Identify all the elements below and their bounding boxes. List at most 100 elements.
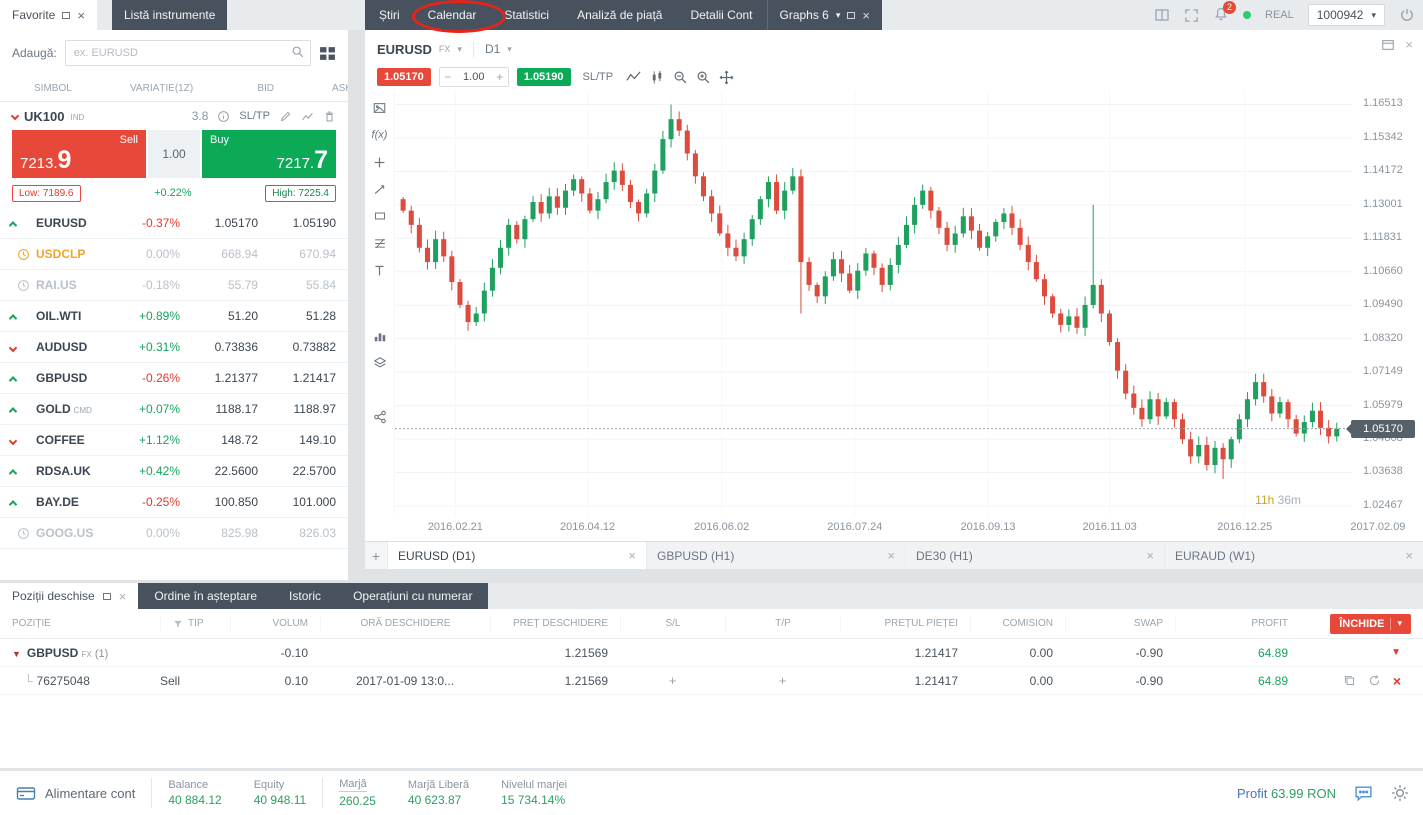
fullscreen-icon[interactable] [1184, 8, 1199, 23]
col-open-price[interactable]: PREȚ DESCHIDERE [490, 616, 620, 631]
instrument-row[interactable]: GOLD CMD +0.07% 1188.17 1188.97 [0, 394, 348, 425]
tab-history[interactable]: Istoric [273, 583, 338, 609]
instrument-row[interactable]: COFFEE +1.12% 148.72 149.10 [0, 425, 348, 456]
chevron-down-icon[interactable]: ▾ [507, 43, 512, 54]
sell-button[interactable]: Sell 7213.9 [12, 130, 146, 178]
ask-value[interactable]: 0.73882 [292, 340, 336, 354]
chevron-down-icon[interactable]: ▾ [835, 9, 841, 20]
timeframe-select[interactable]: D1 [484, 42, 501, 56]
trash-icon[interactable] [323, 110, 336, 123]
close-position-icon[interactable]: × [1392, 672, 1401, 689]
col-market-price[interactable]: PREȚUL PIEȚEI [840, 616, 970, 631]
menu-item-statistics[interactable]: Statistici [504, 8, 550, 22]
close-icon[interactable]: × [1146, 548, 1154, 563]
notifications-button[interactable]: 2 [1213, 0, 1236, 25]
chart-symbol[interactable]: EURUSD [377, 41, 432, 57]
fibonacci-tool-icon[interactable] [371, 235, 389, 251]
popout-icon[interactable] [102, 592, 111, 600]
price-axis[interactable]: 1.16513 1.15342 1.14172 1.13001 1.11831 … [1353, 30, 1423, 541]
ask-value[interactable]: 670.94 [299, 247, 336, 261]
bid-value[interactable]: 825.98 [221, 526, 258, 540]
power-icon[interactable] [1399, 7, 1415, 23]
chart-buy-button[interactable]: 1.05190 [516, 68, 571, 86]
volume-input[interactable]: 1.00 [148, 130, 200, 178]
info-icon[interactable] [217, 110, 230, 123]
tab-cash-operations[interactable]: Operațiuni cu numerar [337, 583, 489, 609]
ask-value[interactable]: 55.84 [305, 278, 336, 292]
open-chart-icon[interactable] [301, 110, 314, 123]
duplicate-order-icon[interactable] [1343, 674, 1356, 687]
volume-value[interactable]: 1.00 [463, 71, 485, 83]
instrument-row[interactable]: GBPUSD -0.26% 1.21377 1.21417 [0, 363, 348, 394]
col-type[interactable]: TIP [160, 616, 230, 631]
instrument-row[interactable]: AUDUSD +0.31% 0.73836 0.73882 [0, 332, 348, 363]
line-chart-mode-icon[interactable] [625, 70, 642, 85]
add-tp-button[interactable]: + [778, 673, 787, 688]
ask-value[interactable]: 22.5700 [292, 464, 336, 478]
col-swap[interactable]: SWAP [1065, 616, 1175, 631]
tab-instrument-list[interactable]: Listă instrumente [112, 0, 228, 30]
col-bid[interactable]: BID [257, 83, 274, 94]
chevron-down-icon[interactable]: ▾ [457, 43, 462, 54]
instrument-row-uk100[interactable]: UK100 IND 3.8 SL/TP [0, 102, 348, 130]
layers-icon[interactable] [371, 355, 389, 371]
volume-indicator-icon[interactable] [371, 328, 389, 344]
reverse-order-icon[interactable] [1368, 674, 1381, 687]
ask-value[interactable]: 149.10 [299, 433, 336, 447]
popout-icon[interactable] [62, 11, 71, 19]
collapse-icon[interactable] [10, 111, 20, 121]
instrument-row[interactable]: USDCLP 0.00% 668.94 670.94 [0, 239, 348, 270]
col-volume[interactable]: VOLUM [230, 616, 320, 631]
ask-value[interactable]: 1.05190 [292, 216, 336, 230]
tab-graphs[interactable]: Graphs 6 ▾ × [768, 0, 882, 30]
menu-item-news[interactable]: Știri [379, 8, 400, 22]
bid-value[interactable]: 668.94 [221, 247, 258, 261]
zoom-out-icon[interactable] [673, 70, 688, 85]
menu-item-account-details[interactable]: Detalii Cont [690, 8, 753, 22]
search-icon[interactable] [291, 45, 305, 59]
symbol-search-input[interactable] [64, 40, 311, 66]
zoom-in-icon[interactable] [696, 70, 711, 85]
bid-value[interactable]: 55.79 [227, 278, 258, 292]
chart-sltp-button[interactable]: SL/TP [582, 71, 614, 83]
col-change[interactable]: VARIAȚIE(1Z) [130, 83, 194, 94]
chart-tab-de30[interactable]: DE30 (H1) × [906, 542, 1164, 569]
indicators-fx-icon[interactable]: f(x) [371, 129, 388, 141]
tab-favorite[interactable]: Favorite × [0, 0, 97, 30]
account-select[interactable]: 1000942 ▾ [1307, 4, 1385, 26]
trendline-tool-icon[interactable] [371, 181, 389, 197]
instrument-row[interactable]: GOOG.US 0.00% 825.98 826.03 [0, 518, 348, 549]
instrument-row[interactable]: OIL.WTI +0.89% 51.20 51.28 [0, 301, 348, 332]
buy-button[interactable]: Buy 7217.7 [202, 130, 336, 178]
sltp-button[interactable]: SL/TP [239, 110, 270, 122]
col-ask[interactable]: ASK [331, 83, 348, 94]
bid-value[interactable]: 0.73836 [214, 340, 258, 354]
col-symbol[interactable]: SIMBOL [34, 83, 72, 94]
close-icon[interactable]: × [628, 548, 636, 563]
expand-triangle-icon[interactable]: ▼ [12, 648, 21, 659]
chart-snapshot-icon[interactable] [371, 100, 389, 116]
menu-item-calendar[interactable]: Calendar [427, 8, 477, 22]
list-view-icon[interactable] [319, 45, 336, 62]
gear-icon[interactable] [1391, 784, 1409, 802]
deposit-button[interactable]: Alimentare cont [0, 784, 151, 802]
chevron-down-icon[interactable]: ▾ [1397, 618, 1402, 628]
tab-pending-orders[interactable]: Ordine în așteptare [138, 583, 274, 609]
candlestick-mode-icon[interactable] [650, 70, 665, 85]
bid-value[interactable]: 1.05170 [214, 216, 258, 230]
candlestick-chart[interactable] [395, 92, 1353, 515]
pan-move-icon[interactable] [719, 70, 734, 85]
position-group-row[interactable]: ▼ GBPUSD FX (1) -0.10 1.21569 1.21417 0.00… [0, 639, 1423, 667]
close-all-button[interactable]: ÎNCHIDE ▾ [1330, 613, 1411, 634]
bid-value[interactable]: 1.21377 [214, 371, 258, 385]
col-sl[interactable]: S/L [620, 616, 725, 631]
layout-panels-icon[interactable] [1154, 7, 1170, 23]
chat-icon[interactable] [1354, 784, 1373, 802]
tab-open-positions[interactable]: Poziții deschise × [0, 583, 139, 609]
text-tool-icon[interactable] [371, 262, 389, 278]
edit-pencil-icon[interactable] [279, 110, 292, 123]
bid-value[interactable]: 100.850 [214, 495, 258, 509]
instrument-row[interactable]: RDSA.UK +0.42% 22.5600 22.5700 [0, 456, 348, 487]
close-icon[interactable]: × [77, 7, 85, 23]
chart-tab-gbpusd[interactable]: GBPUSD (H1) × [647, 542, 905, 569]
